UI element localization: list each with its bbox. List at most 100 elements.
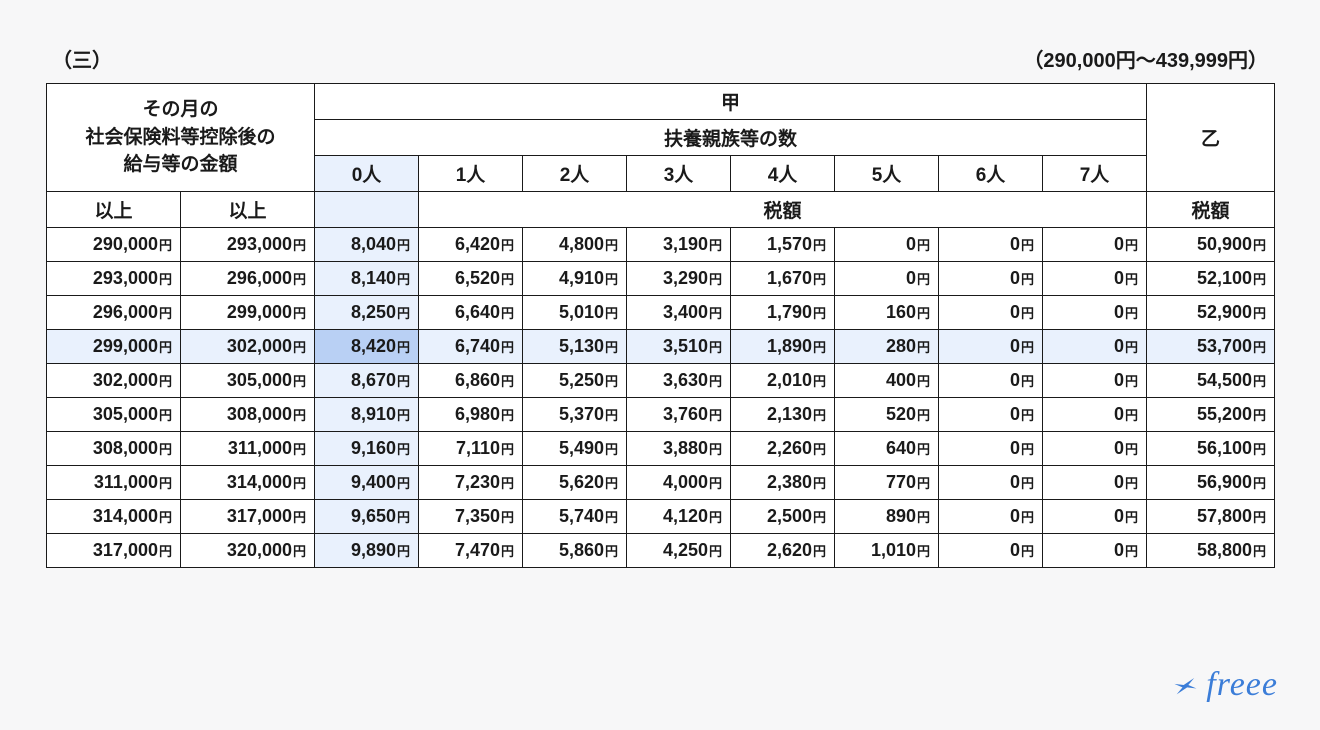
table-cell: 4,910円 <box>523 262 627 296</box>
table-cell: 299,000円 <box>47 330 181 364</box>
table-cell: 6,640円 <box>419 296 523 330</box>
table-cell: 160円 <box>835 296 939 330</box>
table-row: 311,000円314,000円9,400円7,230円5,620円4,000円… <box>47 466 1275 500</box>
header-dep-1: 1人 <box>419 156 523 192</box>
swallow-icon <box>1172 671 1200 699</box>
table-row: 308,000円311,000円9,160円7,110円5,490円3,880円… <box>47 432 1275 466</box>
table-cell: 317,000円 <box>181 500 315 534</box>
header-dep-2: 2人 <box>523 156 627 192</box>
table-cell: 58,800円 <box>1147 534 1275 568</box>
table-cell: 0円 <box>939 262 1043 296</box>
table-cell: 400円 <box>835 364 939 398</box>
table-cell: 305,000円 <box>47 398 181 432</box>
table-cell: 0円 <box>1043 466 1147 500</box>
table-cell: 0円 <box>1043 296 1147 330</box>
table-cell: 5,370円 <box>523 398 627 432</box>
header-dep-5: 5人 <box>835 156 939 192</box>
header-dep-3: 3人 <box>627 156 731 192</box>
table-cell: 299,000円 <box>181 296 315 330</box>
table-cell: 320,000円 <box>181 534 315 568</box>
table-cell: 1,670円 <box>731 262 835 296</box>
table-cell: 5,860円 <box>523 534 627 568</box>
table-cell: 8,250円 <box>315 296 419 330</box>
table-cell: 8,140円 <box>315 262 419 296</box>
table-cell: 305,000円 <box>181 364 315 398</box>
table-cell: 308,000円 <box>47 432 181 466</box>
table-cell: 2,130円 <box>731 398 835 432</box>
table-cell: 296,000円 <box>47 296 181 330</box>
table-cell: 1,890円 <box>731 330 835 364</box>
table-cell: 0円 <box>939 432 1043 466</box>
table-cell: 296,000円 <box>181 262 315 296</box>
table-cell: 0円 <box>1043 432 1147 466</box>
table-cell: 2,620円 <box>731 534 835 568</box>
table-cell: 3,400円 <box>627 296 731 330</box>
table-cell: 2,380円 <box>731 466 835 500</box>
table-cell: 640円 <box>835 432 939 466</box>
header-tax-blank <box>315 192 419 228</box>
table-cell: 52,900円 <box>1147 296 1275 330</box>
table-cell: 0円 <box>1043 330 1147 364</box>
table-cell: 9,400円 <box>315 466 419 500</box>
table-cell: 5,250円 <box>523 364 627 398</box>
table-row: 314,000円317,000円9,650円7,350円5,740円4,120円… <box>47 500 1275 534</box>
table-cell: 7,230円 <box>419 466 523 500</box>
table-cell: 2,260円 <box>731 432 835 466</box>
header-tax-otsu: 税額 <box>1147 192 1275 228</box>
table-cell: 0円 <box>939 500 1043 534</box>
table-cell: 317,000円 <box>47 534 181 568</box>
table-row: 305,000円308,000円8,910円6,980円5,370円3,760円… <box>47 398 1275 432</box>
table-cell: 314,000円 <box>47 500 181 534</box>
table-cell: 3,630円 <box>627 364 731 398</box>
table-cell: 0円 <box>939 228 1043 262</box>
table-cell: 2,500円 <box>731 500 835 534</box>
table-cell: 0円 <box>1043 500 1147 534</box>
table-cell: 0円 <box>939 296 1043 330</box>
page-number-label: （三） <box>52 44 112 73</box>
table-row: 302,000円305,000円8,670円6,860円5,250円3,630円… <box>47 364 1275 398</box>
table-row: 293,000円296,000円8,140円6,520円4,910円3,290円… <box>47 262 1275 296</box>
table-cell: 770円 <box>835 466 939 500</box>
table-cell: 290,000円 <box>47 228 181 262</box>
table-row: 299,000円302,000円8,420円6,740円5,130円3,510円… <box>47 330 1275 364</box>
table-cell: 1,010円 <box>835 534 939 568</box>
table-cell: 6,980円 <box>419 398 523 432</box>
table-cell: 3,880円 <box>627 432 731 466</box>
table-cell: 4,120円 <box>627 500 731 534</box>
table-cell: 3,510円 <box>627 330 731 364</box>
table-row: 317,000円320,000円9,890円7,470円5,860円4,250円… <box>47 534 1275 568</box>
table-cell: 3,290円 <box>627 262 731 296</box>
table-cell: 5,010円 <box>523 296 627 330</box>
table-cell: 55,200円 <box>1147 398 1275 432</box>
header-kou: 甲 <box>315 84 1147 120</box>
table-cell: 6,520円 <box>419 262 523 296</box>
table-cell: 5,620円 <box>523 466 627 500</box>
table-cell: 7,470円 <box>419 534 523 568</box>
table-cell: 0円 <box>835 228 939 262</box>
brand-logo: freee <box>1172 666 1278 704</box>
table-cell: 56,900円 <box>1147 466 1275 500</box>
table-cell: 0円 <box>939 534 1043 568</box>
table-cell: 9,650円 <box>315 500 419 534</box>
table-cell: 6,420円 <box>419 228 523 262</box>
table-cell: 520円 <box>835 398 939 432</box>
header-dep-0: 0人 <box>315 156 419 192</box>
header-otsu: 乙 <box>1147 84 1275 192</box>
table-cell: 890円 <box>835 500 939 534</box>
table-cell: 4,000円 <box>627 466 731 500</box>
brand-logo-text: freee <box>1206 666 1278 704</box>
table-row: 296,000円299,000円8,250円6,640円5,010円3,400円… <box>47 296 1275 330</box>
header-tax: 税額 <box>419 192 1147 228</box>
header-dep-7: 7人 <box>1043 156 1147 192</box>
table-cell: 293,000円 <box>47 262 181 296</box>
table-cell: 302,000円 <box>47 364 181 398</box>
table-cell: 52,100円 <box>1147 262 1275 296</box>
table-cell: 0円 <box>1043 364 1147 398</box>
table-cell: 280円 <box>835 330 939 364</box>
table-cell: 54,500円 <box>1147 364 1275 398</box>
table-cell: 308,000円 <box>181 398 315 432</box>
header-from: 以上 <box>47 192 181 228</box>
table-cell: 0円 <box>939 398 1043 432</box>
table-cell: 1,570円 <box>731 228 835 262</box>
table-cell: 0円 <box>939 330 1043 364</box>
